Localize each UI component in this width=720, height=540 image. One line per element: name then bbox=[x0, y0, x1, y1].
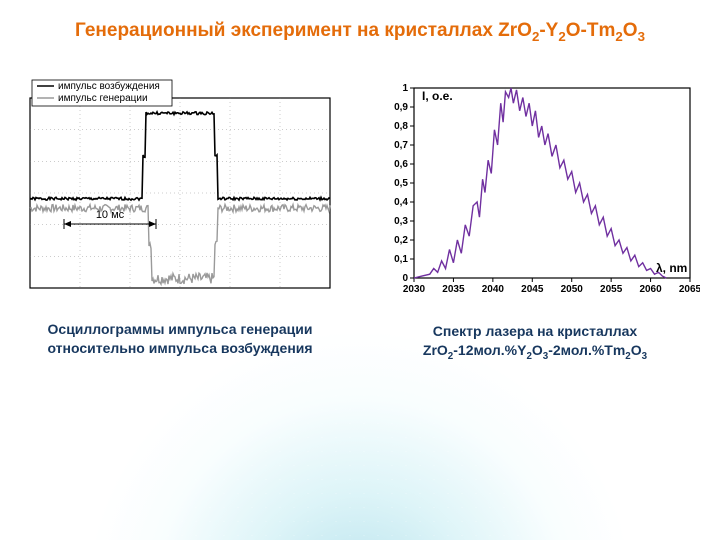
svg-text:0,3: 0,3 bbox=[394, 216, 408, 227]
svg-text:импульс возбуждения: импульс возбуждения bbox=[58, 80, 160, 92]
oscilloscope-chart: 10 мс импульс возбужденияимпульс генераци… bbox=[20, 78, 340, 298]
svg-text:0,2: 0,2 bbox=[394, 235, 408, 246]
svg-text:λ, nm: λ, nm bbox=[656, 261, 687, 275]
svg-text:10 мс: 10 мс bbox=[96, 209, 125, 221]
svg-text:0,9: 0,9 bbox=[394, 102, 408, 113]
svg-text:импульс генерации: импульс генерации bbox=[58, 93, 148, 104]
oscilloscope-caption: Осциллограммы импульса генерации относит… bbox=[47, 320, 312, 358]
svg-text:0: 0 bbox=[402, 273, 408, 284]
svg-text:I, o.e.: I, o.e. bbox=[422, 89, 453, 103]
svg-text:2055: 2055 bbox=[600, 284, 623, 295]
svg-text:0,5: 0,5 bbox=[394, 178, 408, 189]
svg-text:0,4: 0,4 bbox=[394, 197, 408, 208]
page-title: Генерационный эксперимент на кристаллах … bbox=[0, 20, 720, 44]
svg-text:0,7: 0,7 bbox=[394, 140, 408, 151]
spectrum-caption: Спектр лазера на кристаллах ZrO2-12мол.%… bbox=[423, 322, 647, 363]
oscilloscope-figure: 10 мс импульс возбужденияимпульс генераци… bbox=[20, 78, 340, 363]
svg-text:2065: 2065 bbox=[679, 284, 700, 295]
svg-text:0,8: 0,8 bbox=[394, 121, 408, 132]
spectrum-chart: 0 0,1 0,2 0,3 0,4 0,5 0,6 0,7 0,8 0,9 1 2030 2035 204… bbox=[370, 78, 700, 300]
svg-text:2060: 2060 bbox=[639, 284, 662, 295]
svg-text:2035: 2035 bbox=[442, 284, 465, 295]
svg-text:0,1: 0,1 bbox=[394, 254, 408, 265]
spectrum-figure: 0 0,1 0,2 0,3 0,4 0,5 0,6 0,7 0,8 0,9 1 2030 2035 204… bbox=[370, 78, 700, 363]
svg-text:0,6: 0,6 bbox=[394, 159, 408, 170]
svg-text:1: 1 bbox=[402, 83, 408, 94]
svg-text:2030: 2030 bbox=[403, 284, 426, 295]
svg-text:2040: 2040 bbox=[482, 284, 505, 295]
svg-text:2045: 2045 bbox=[521, 284, 544, 295]
svg-text:2050: 2050 bbox=[561, 284, 584, 295]
